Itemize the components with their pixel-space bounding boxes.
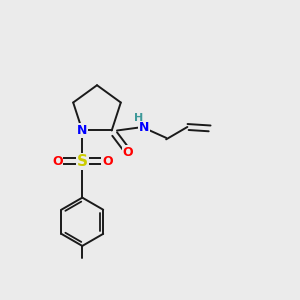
Text: S: S [77, 154, 88, 169]
Text: N: N [139, 121, 149, 134]
Text: O: O [102, 155, 112, 168]
Text: H: H [134, 113, 143, 123]
Text: N: N [77, 124, 88, 137]
Text: O: O [52, 155, 63, 168]
Text: O: O [123, 146, 133, 159]
